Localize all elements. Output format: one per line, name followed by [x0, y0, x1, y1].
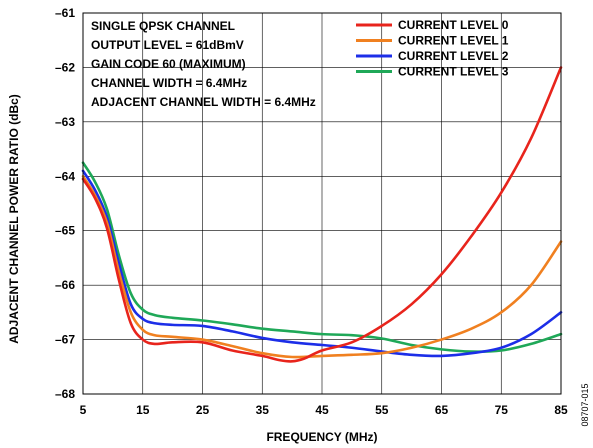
plot-frame: [82, 12, 562, 395]
annotation-line: CHANNEL WIDTH = 6.4MHz: [91, 76, 247, 90]
y-tick-label: –65: [55, 224, 75, 238]
x-tick-label: 25: [196, 403, 210, 417]
series-line-current-level-1: [81, 174, 563, 359]
annotation-line: GAIN CODE 60 (MAXIMUM): [91, 57, 246, 71]
legend-label-current-level-1: CURRENT LEVEL 1: [398, 34, 509, 48]
series-line-current-level-2: [81, 169, 563, 358]
y-tick-label: –68: [55, 387, 75, 401]
grid-lines: [83, 13, 561, 394]
legend-label-current-level-0: CURRENT LEVEL 0: [398, 18, 509, 32]
series-line-current-level-3: [81, 161, 563, 353]
legend-label-current-level-2: CURRENT LEVEL 2: [398, 49, 509, 63]
x-tick-label: 85: [554, 403, 568, 417]
series-line-current-level-0: [81, 66, 563, 363]
x-tick-label: 55: [375, 403, 389, 417]
series-lines: [81, 66, 563, 363]
y-tick-label: –63: [55, 115, 75, 129]
x-tick-label: 45: [315, 403, 329, 417]
x-tick-labels: 5 15 25 35 45 55 65 75 85: [80, 403, 568, 417]
legend-label-current-level-3: CURRENT LEVEL 3: [398, 65, 509, 79]
y-tick-label: –61: [55, 6, 75, 20]
annotation-line: ADJACENT CHANNEL WIDTH = 6.4MHz: [91, 95, 316, 109]
y-tick-label: –67: [55, 333, 75, 347]
y-tick-labels: –61 –62 –63 –64 –65 –66 –67 –68: [55, 6, 75, 401]
y-tick-label: –62: [55, 60, 75, 74]
y-tick-label: –64: [55, 169, 75, 183]
y-axis-title: ADJACENT CHANNEL POWER RATIO (dBc): [7, 94, 21, 344]
figure-id: 08707-015: [580, 383, 590, 426]
x-tick-label: 15: [136, 403, 150, 417]
annotation-line: SINGLE QPSK CHANNEL: [91, 19, 235, 33]
annotation-block: SINGLE QPSK CHANNEL OUTPUT LEVEL = 61dBm…: [91, 19, 316, 109]
x-tick-label: 75: [495, 403, 509, 417]
x-tick-label: 5: [80, 403, 87, 417]
annotation-line: OUTPUT LEVEL = 61dBmV: [91, 38, 244, 52]
x-tick-label: 65: [435, 403, 449, 417]
x-tick-label: 35: [256, 403, 270, 417]
y-tick-label: –66: [55, 278, 75, 292]
x-axis-title: FREQUENCY (MHz): [266, 430, 377, 444]
